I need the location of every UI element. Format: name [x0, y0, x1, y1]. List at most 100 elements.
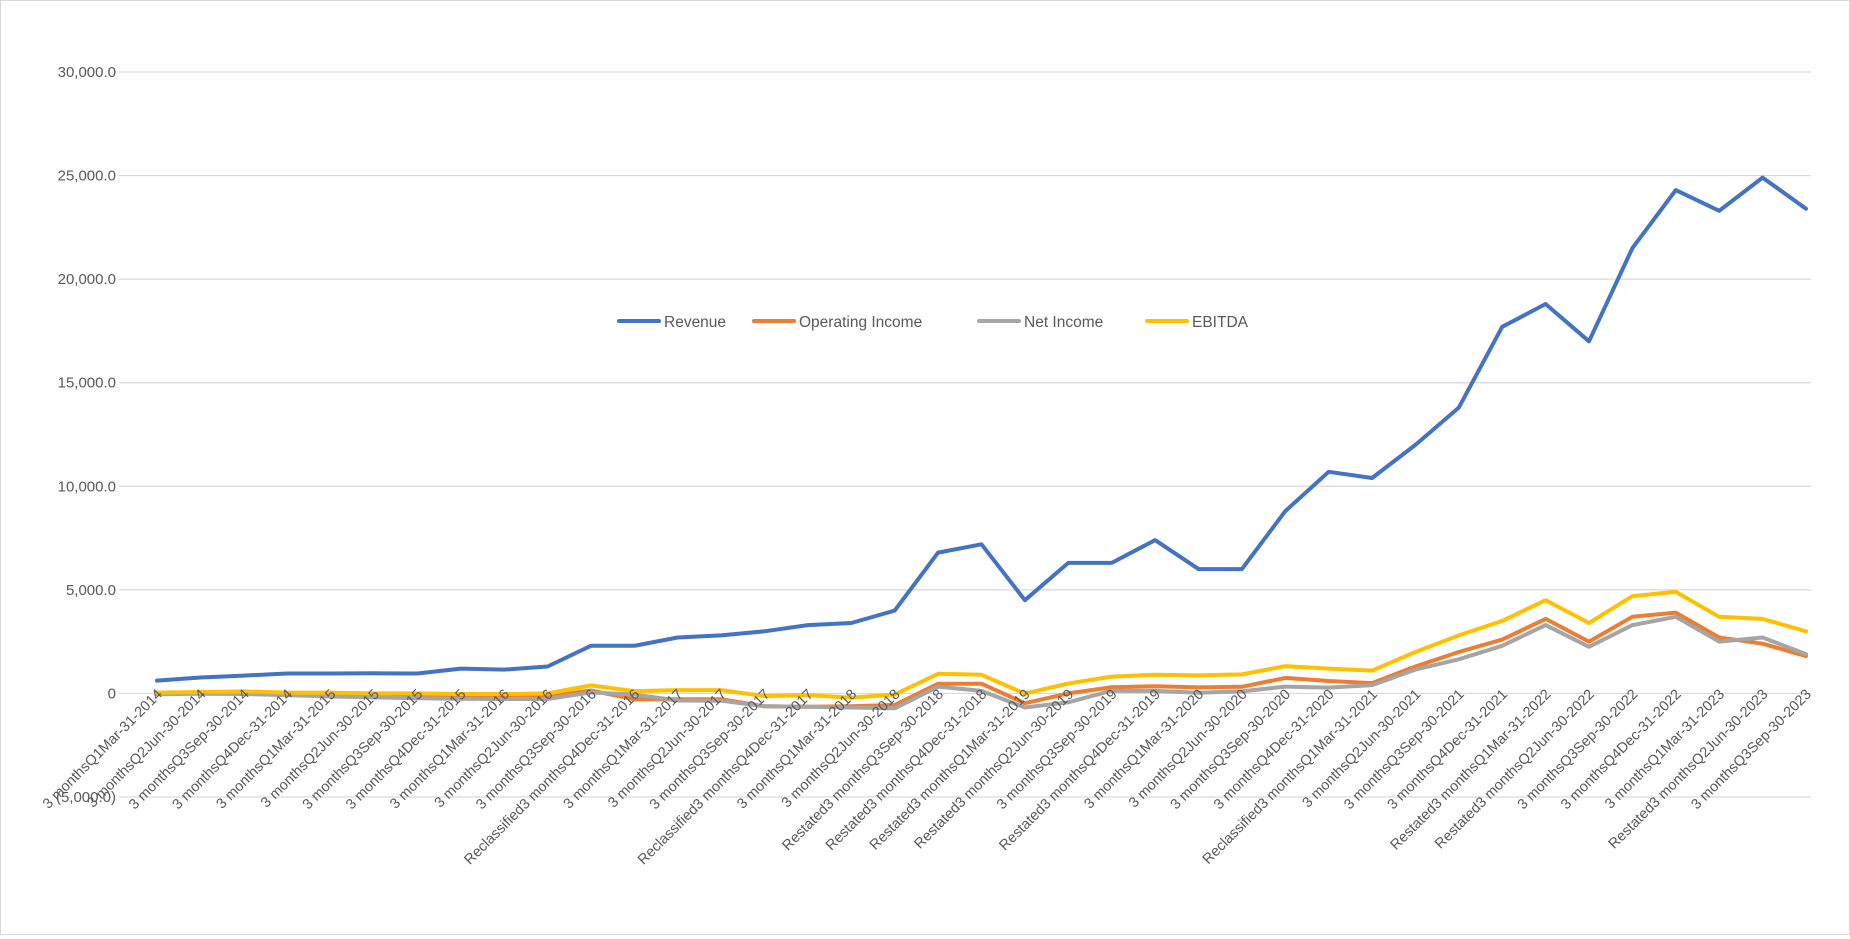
legend-item-operating-income[interactable]: Operating Income — [752, 314, 922, 331]
revenue-point — [676, 636, 680, 640]
y-tick-label: 10,000.0 — [58, 478, 116, 495]
y-tick-label: (5,000.0) — [56, 789, 116, 806]
net-income-point — [1717, 640, 1721, 644]
y-tick-label: 5,000.0 — [66, 582, 116, 599]
net-income-point — [1544, 623, 1548, 627]
ebitda-point — [1587, 621, 1591, 625]
revenue-point — [893, 609, 897, 613]
revenue-point — [806, 623, 810, 627]
x-tick-label: Restated3 monthsQ1Mar-31-2019 — [867, 687, 1034, 854]
revenue-point — [1717, 209, 1721, 213]
operating-income-point — [1327, 679, 1331, 683]
net-income-line — [155, 614, 1808, 711]
x-tick-label: Restated3 monthsQ2Jun-30-2023 — [1606, 687, 1772, 853]
operating-income-point — [1500, 638, 1504, 642]
operating-income-point — [1544, 617, 1548, 621]
legend-item-revenue[interactable]: Revenue — [617, 314, 726, 331]
ebitda-point — [1457, 633, 1461, 637]
net-income-point — [1500, 644, 1504, 648]
net-income-point — [1804, 652, 1808, 656]
x-tick-label: Restated3 monthsQ2Jun-30-2019 — [911, 687, 1077, 853]
legend: Revenue Operating Income Net Income EBITDA — [617, 314, 1249, 331]
revenue-point — [1587, 339, 1591, 343]
revenue-point — [849, 621, 853, 625]
legend-label: Operating Income — [799, 314, 922, 331]
ebitda-point — [1196, 673, 1200, 677]
series-lines — [155, 175, 1808, 711]
ebitda-point — [1500, 619, 1504, 623]
ebitda-point — [589, 683, 593, 687]
x-tick-label: Restated3 monthsQ1Mar-31-2022 — [1388, 687, 1555, 854]
legend-item-net-income[interactable]: Net Income — [977, 314, 1103, 331]
ebitda-point — [1066, 681, 1070, 685]
revenue-point — [502, 668, 506, 672]
revenue-point — [198, 675, 202, 679]
revenue-point — [1630, 246, 1634, 250]
revenue-point — [589, 644, 593, 648]
operating-income-point — [1457, 650, 1461, 654]
revenue-point — [372, 671, 376, 675]
net-income-point — [1674, 615, 1678, 619]
y-tick-label: 30,000.0 — [58, 64, 116, 81]
x-tick-label: Restated3 monthsQ4Dec-31-2019 — [996, 687, 1163, 854]
x-tick-label: Restated3 monthsQ2Jun-30-2022 — [1432, 687, 1598, 853]
y-axis-tick-labels: 30,000.0 25,000.0 20,000.0 15,000.0 10,000.0… — [56, 64, 116, 806]
revenue-point — [1674, 188, 1678, 192]
revenue-point — [155, 679, 159, 683]
legend-label: Revenue — [664, 314, 726, 331]
revenue-point — [1110, 561, 1114, 565]
y-tick-label: 25,000.0 — [58, 168, 116, 185]
revenue-point — [1413, 443, 1417, 447]
revenue-point — [1283, 509, 1287, 513]
legend-label: EBITDA — [1192, 314, 1249, 331]
x-tick-label: Restated3 monthsQ3Sep-30-2018 — [779, 687, 946, 854]
revenue-point — [285, 672, 289, 676]
ebitda-point — [1674, 590, 1678, 594]
revenue-point — [329, 672, 333, 676]
revenue-point — [459, 667, 463, 671]
revenue-point — [1544, 302, 1548, 306]
revenue-point — [546, 665, 550, 669]
ebitda-point — [1153, 673, 1157, 677]
operating-income-point — [1761, 642, 1765, 646]
revenue-point — [1500, 325, 1504, 329]
y-tick-label: 15,000.0 — [58, 375, 116, 392]
net-income-point — [1413, 668, 1417, 672]
ebitda-point — [1804, 629, 1808, 633]
revenue-point — [242, 674, 246, 678]
operating-income-point — [1153, 684, 1157, 688]
revenue-point — [1804, 207, 1808, 211]
net-income-point — [1587, 645, 1591, 649]
revenue-point — [1153, 538, 1157, 542]
ebitda-point — [1544, 598, 1548, 602]
operating-income-point — [1587, 640, 1591, 644]
net-income-point — [1630, 623, 1634, 627]
revenue-point — [1370, 476, 1374, 480]
revenue-point — [1196, 567, 1200, 571]
revenue-point — [1327, 470, 1331, 474]
revenue-point — [1023, 598, 1027, 602]
operating-income-point — [1630, 615, 1634, 619]
y-tick-label: 0 — [108, 685, 116, 702]
revenue-point — [763, 629, 767, 633]
ebitda-point — [980, 673, 984, 677]
operating-income-point — [980, 682, 984, 686]
legend-label: Net Income — [1024, 314, 1103, 331]
revenue-point — [719, 633, 723, 637]
ebitda-point — [1327, 667, 1331, 671]
net-income-point — [1457, 657, 1461, 661]
revenue-point — [415, 672, 419, 676]
ebitda-point — [1240, 672, 1244, 676]
ebitda-point — [1110, 675, 1114, 679]
operating-income-point — [1283, 676, 1287, 680]
ebitda-point — [1283, 664, 1287, 668]
revenue-point — [632, 644, 636, 648]
y-tick-label: 20,000.0 — [58, 271, 116, 288]
ebitda-point — [1413, 650, 1417, 654]
ebitda-line — [155, 589, 1808, 700]
legend-item-ebitda[interactable]: EBITDA — [1145, 314, 1249, 331]
net-income-point — [1761, 636, 1765, 640]
revenue-point — [1457, 406, 1461, 410]
